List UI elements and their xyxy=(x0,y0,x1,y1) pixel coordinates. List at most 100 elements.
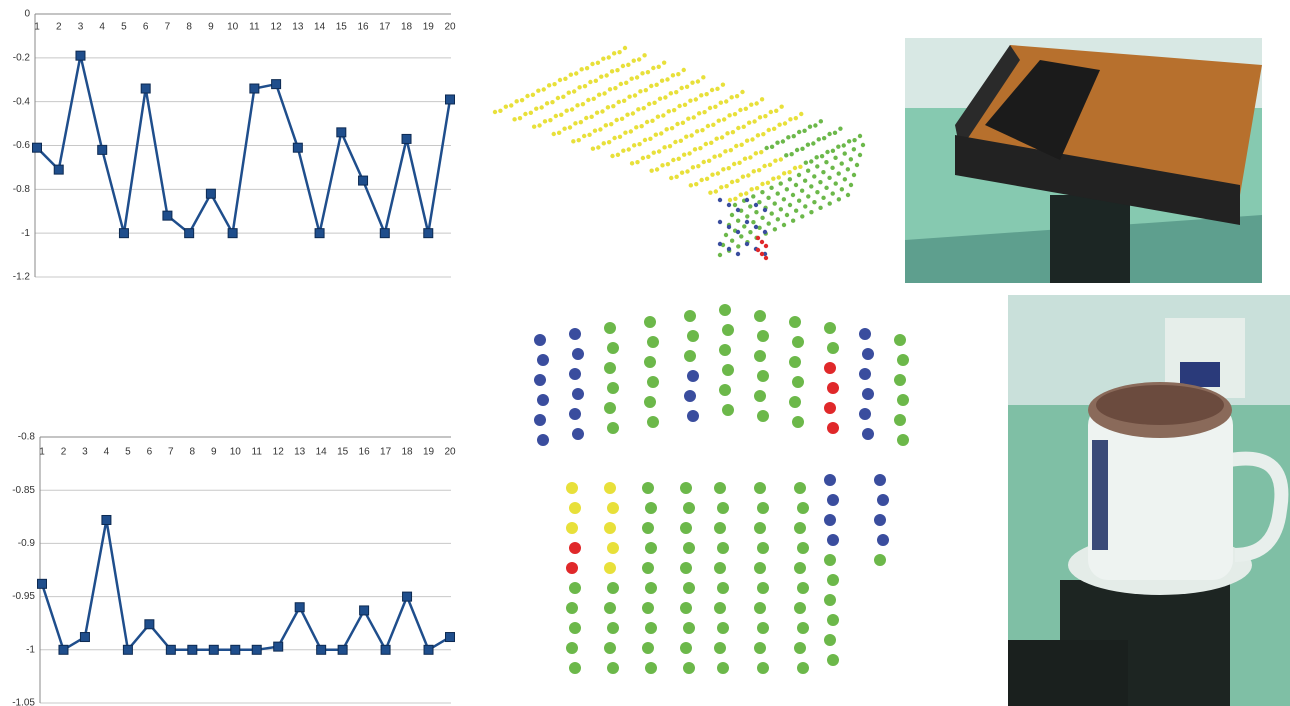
cloud-point xyxy=(569,542,581,554)
point-marker xyxy=(317,645,326,654)
cloud-point xyxy=(646,70,650,74)
cloud-point xyxy=(769,186,773,190)
cloud-point xyxy=(754,482,766,494)
cloud-point xyxy=(721,167,725,171)
cloud-point xyxy=(852,138,856,142)
cloud-point xyxy=(595,110,599,114)
cloud-point xyxy=(697,111,701,115)
cloud-point xyxy=(877,534,889,546)
cloud-point xyxy=(861,143,865,147)
cloud-point xyxy=(644,356,656,368)
cloud-point xyxy=(680,522,692,534)
cloud-point xyxy=(779,181,783,185)
cloud-point xyxy=(572,348,584,360)
cloud-point xyxy=(744,191,748,195)
cloud-point xyxy=(736,219,740,223)
cloud-point xyxy=(607,542,619,554)
cloud-point xyxy=(831,191,835,195)
x-tick-label: 17 xyxy=(379,22,391,33)
cloud-point xyxy=(722,364,734,376)
cloud-point xyxy=(635,75,639,79)
cloud-point xyxy=(642,562,654,574)
cloud-point xyxy=(843,177,847,181)
cloud-point xyxy=(602,141,606,145)
cloud-point xyxy=(784,153,788,157)
cloud-point xyxy=(642,602,654,614)
cloud-point xyxy=(849,183,853,187)
cloud-point xyxy=(782,223,786,227)
cloud-point xyxy=(559,113,563,117)
cloud-point xyxy=(874,514,886,526)
cloud-point xyxy=(862,428,874,440)
cloud-point xyxy=(577,138,581,142)
x-tick-label: 5 xyxy=(125,447,131,458)
cloud-point xyxy=(763,230,767,234)
cloud-point xyxy=(602,91,606,95)
cloud-point xyxy=(733,112,737,116)
x-tick-label: 16 xyxy=(359,447,371,458)
y-tick-label: -0.9 xyxy=(18,538,36,549)
cloud-point xyxy=(713,105,717,109)
cloud-point xyxy=(547,83,551,87)
cloud-point xyxy=(707,159,711,163)
cloud-point xyxy=(754,642,766,654)
cloud-point xyxy=(612,136,616,140)
point-marker xyxy=(381,645,390,654)
cloud-point xyxy=(647,376,659,388)
cloud-point xyxy=(760,216,764,220)
cloud-point xyxy=(714,482,726,494)
cloud-point xyxy=(645,582,657,594)
cloud-point xyxy=(534,374,546,386)
cloud-point xyxy=(757,168,761,172)
cloud-point xyxy=(621,148,625,152)
cloud-point xyxy=(770,145,774,149)
cloud-point xyxy=(827,132,831,136)
cloud-point xyxy=(680,562,692,574)
cloud-point xyxy=(754,203,758,207)
cloud-point xyxy=(669,91,673,95)
cloud-point xyxy=(633,93,637,97)
cloud-point xyxy=(687,370,699,382)
cloud-point xyxy=(647,416,659,428)
cloud-point xyxy=(827,494,839,506)
cloud-point xyxy=(687,151,691,155)
cloud-point xyxy=(680,170,684,174)
cloud-point xyxy=(897,394,909,406)
cloud-point xyxy=(794,209,798,213)
cloud-point xyxy=(827,342,839,354)
cloud-point xyxy=(619,82,623,86)
cloud-point xyxy=(789,316,801,328)
x-tick-label: 3 xyxy=(78,22,84,33)
x-tick-label: 8 xyxy=(186,22,192,33)
cloud-point xyxy=(604,362,616,374)
cloud-point xyxy=(661,113,665,117)
cloud-point xyxy=(752,169,756,173)
x-tick-label: 6 xyxy=(147,447,153,458)
cloud-point xyxy=(650,119,654,123)
cloud-point xyxy=(757,622,769,634)
cloud-point xyxy=(711,123,715,127)
cloud-point xyxy=(769,110,773,114)
cloud-point xyxy=(582,134,586,138)
y-tick-label: -0.6 xyxy=(13,140,31,151)
cloud-point xyxy=(717,582,729,594)
cloud-point xyxy=(623,130,627,134)
cloud-point xyxy=(791,193,795,197)
cloud-point xyxy=(761,132,765,136)
point-marker xyxy=(145,620,154,629)
cloud-point xyxy=(818,180,822,184)
cloud-point xyxy=(797,199,801,203)
cloud-point xyxy=(656,114,660,118)
point-marker xyxy=(80,633,89,642)
cloud-point xyxy=(727,113,731,117)
cloud-point xyxy=(629,129,633,133)
cloud-point xyxy=(717,118,721,122)
cloud-point xyxy=(756,248,760,252)
x-tick-label: 18 xyxy=(401,22,413,33)
cloud-point xyxy=(794,482,806,494)
cloud-point xyxy=(604,522,616,534)
cloud-point xyxy=(717,622,729,634)
cloud-point xyxy=(691,165,695,169)
point-marker xyxy=(359,176,368,185)
cloud-point xyxy=(720,135,724,139)
